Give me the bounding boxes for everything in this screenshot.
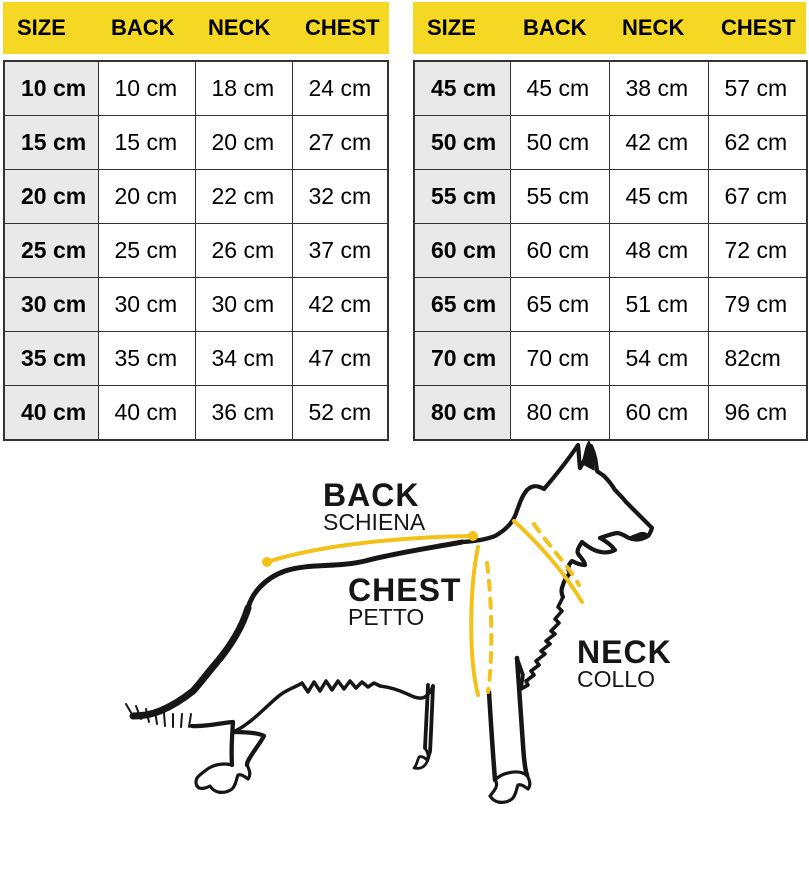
svg-text:SCHIENA: SCHIENA [323,509,426,535]
svg-text:CHEST: CHEST [348,572,461,608]
svg-text:BACK: BACK [323,477,419,513]
svg-text:PETTO: PETTO [348,604,424,630]
svg-text:COLLO: COLLO [577,666,655,692]
svg-text:NECK: NECK [577,634,672,670]
